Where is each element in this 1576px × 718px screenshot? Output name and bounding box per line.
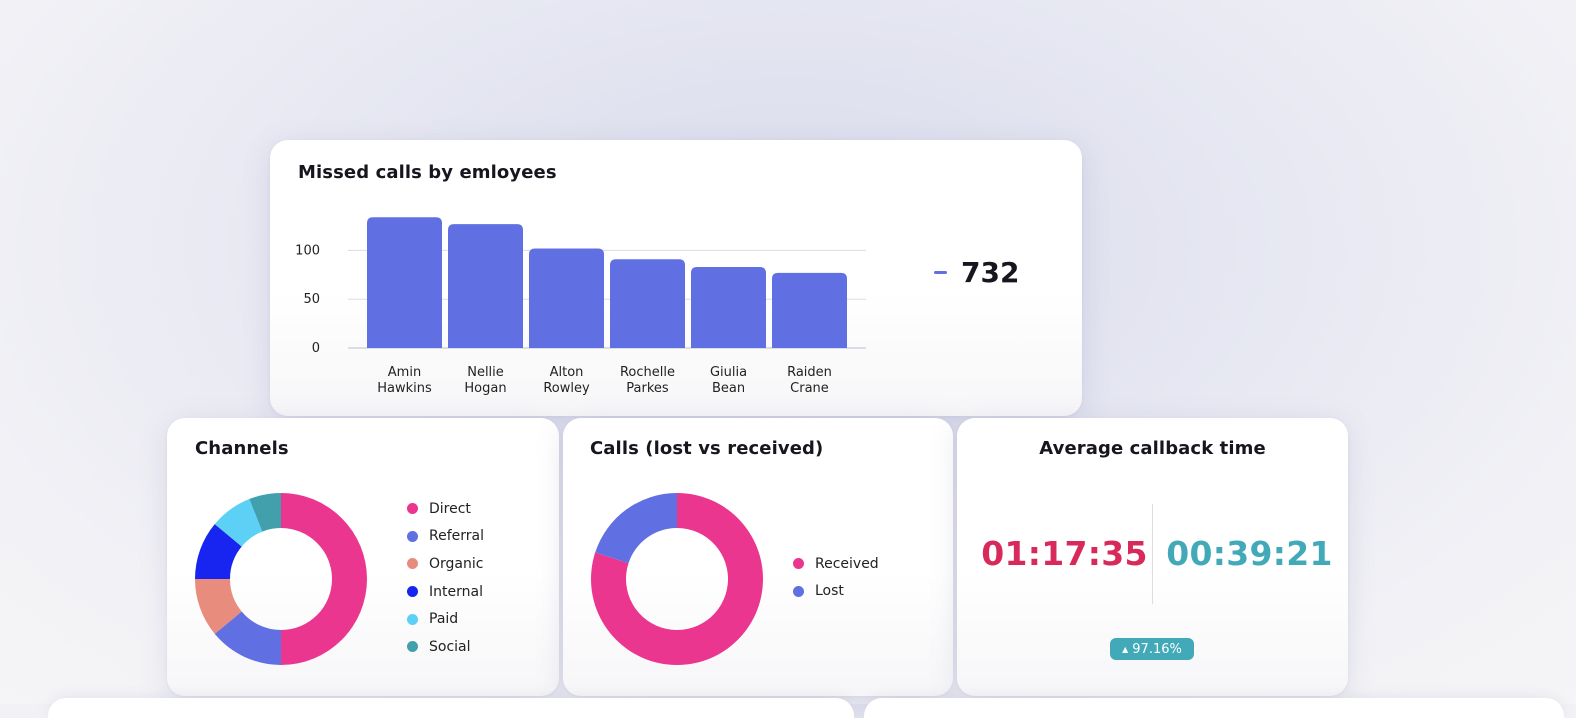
calls-title: Calls (lost vs received) — [590, 438, 824, 459]
legend-item-lost[interactable]: Lost — [793, 578, 879, 606]
bottom-card-left — [48, 698, 854, 718]
callback-time-previous: 00:39:21 — [1166, 534, 1333, 573]
donut-slice-organic[interactable] — [195, 579, 242, 634]
callback-divider — [1152, 504, 1153, 604]
bottom-card-right — [864, 698, 1564, 718]
y-tick-label: 50 — [303, 292, 320, 307]
channels-title: Channels — [195, 438, 289, 459]
bar[interactable] — [691, 267, 766, 348]
missed-calls-bar-chart: 0 50 100 Amin Hawkins Nellie Hogan Alton Rowley R… — [295, 217, 866, 396]
channels-legend: Direct Referral Organic Internal Paid Social — [407, 495, 484, 661]
legend-label: Referral — [429, 528, 484, 545]
legend-label: Received — [815, 555, 879, 572]
legend-item-organic[interactable]: Organic — [407, 550, 484, 578]
donut-slice-paid[interactable] — [214, 499, 263, 547]
channels-card: Channels Direct Referral Organic Internal Pa… — [167, 418, 559, 696]
legend-item-internal[interactable]: Internal — [407, 578, 484, 606]
legend-label: Organic — [429, 555, 484, 572]
bar[interactable] — [367, 217, 442, 348]
x-tick-label: Alton Rowley — [543, 365, 590, 396]
legend-item-paid[interactable]: Paid — [407, 605, 484, 633]
donut-slice-lost[interactable] — [595, 493, 677, 564]
legend-label: Internal — [429, 583, 483, 600]
bar[interactable] — [529, 248, 604, 348]
x-tick-label: Raiden Crane — [787, 365, 832, 396]
donut-slice-received[interactable] — [591, 493, 763, 665]
missed-calls-card: Missed calls by emloyees 0 50 100 Amin Hawki… — [270, 140, 1082, 416]
calls-card: Calls (lost vs received) Received Lost — [563, 418, 953, 696]
series-legend-marker — [934, 271, 947, 274]
missed-calls-total-value: 732 — [961, 256, 1020, 289]
legend-dot — [407, 503, 418, 515]
legend-dot — [407, 586, 418, 598]
y-tick-label: 0 — [312, 341, 320, 356]
triangle-up-icon: ▲ — [1122, 644, 1129, 654]
legend-label: Direct — [429, 500, 471, 517]
donut-slice-internal[interactable] — [195, 524, 242, 579]
legend-dot — [793, 585, 804, 597]
x-tick-label: Amin Hawkins — [377, 365, 432, 396]
channels-donut-chart — [195, 493, 367, 665]
bar[interactable] — [772, 272, 847, 348]
bar[interactable] — [610, 259, 685, 348]
legend-dot — [793, 558, 804, 570]
bar[interactable] — [448, 224, 523, 348]
callback-title: Average callback time — [1039, 438, 1266, 459]
legend-dot — [407, 613, 418, 625]
donut-slice-social[interactable] — [249, 493, 281, 532]
callback-time-current: 01:17:35 — [981, 534, 1148, 573]
x-tick-label: Giulia Bean — [710, 365, 747, 396]
legend-item-direct[interactable]: Direct — [407, 495, 484, 523]
legend-dot — [407, 530, 418, 542]
callback-change-badge: ▲ 97.16% — [1110, 638, 1194, 660]
legend-label: Paid — [429, 611, 459, 628]
x-tick-label: Rochelle Parkes — [620, 365, 675, 396]
x-tick-label: Nellie Hogan — [464, 365, 506, 396]
legend-item-social[interactable]: Social — [407, 633, 484, 661]
donut-slice-direct[interactable] — [281, 493, 367, 665]
missed-calls-total: 732 — [934, 256, 1019, 289]
y-tick-label: 100 — [295, 243, 320, 258]
callback-change-value: 97.16% — [1132, 641, 1182, 657]
calls-legend: Received Lost — [793, 550, 879, 605]
legend-item-referral[interactable]: Referral — [407, 523, 484, 551]
legend-item-received[interactable]: Received — [793, 550, 879, 578]
legend-dot — [407, 641, 418, 653]
calls-donut-chart — [591, 493, 763, 665]
donut-slice-referral[interactable] — [214, 611, 281, 665]
legend-label: Lost — [815, 583, 844, 600]
callback-card: Average callback time 01:17:35 00:39:21 … — [957, 418, 1348, 696]
legend-dot — [407, 558, 418, 570]
missed-calls-title: Missed calls by emloyees — [298, 162, 557, 183]
legend-label: Social — [429, 638, 471, 655]
